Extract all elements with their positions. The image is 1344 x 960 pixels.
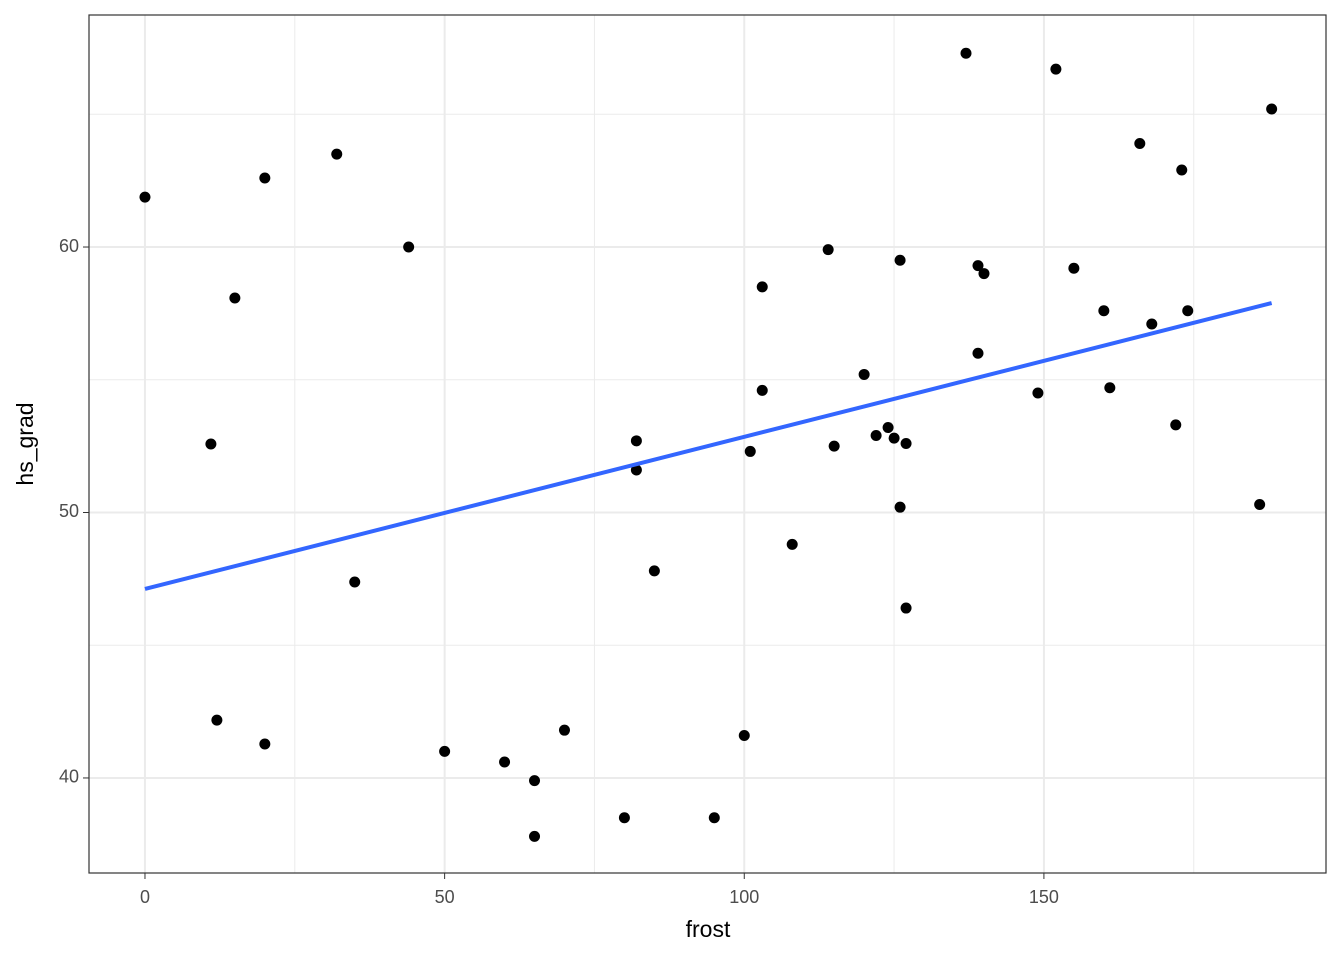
point [1050, 63, 1062, 75]
point [888, 432, 900, 444]
point [756, 384, 768, 396]
point [439, 745, 451, 757]
x-tick-label: 50 [435, 887, 455, 907]
point [630, 464, 642, 476]
y-tick-label: 40 [59, 767, 79, 787]
panel-border [88, 14, 1327, 874]
point [259, 738, 271, 750]
x-tick-label: 100 [729, 887, 759, 907]
point [1266, 103, 1278, 115]
point [900, 602, 912, 614]
y-tick-label: 50 [59, 501, 79, 521]
x-tick-label: 150 [1029, 887, 1059, 907]
point [1182, 305, 1194, 317]
point [529, 775, 541, 787]
x-axis-title: frost [686, 916, 731, 942]
point [786, 538, 798, 550]
point [1032, 387, 1044, 399]
point [900, 437, 912, 449]
point [1098, 305, 1110, 317]
point [822, 244, 834, 256]
point [960, 47, 972, 59]
point [828, 440, 840, 452]
point [894, 501, 906, 513]
point [1134, 137, 1146, 149]
point [738, 729, 750, 741]
point [1068, 262, 1080, 274]
point [630, 435, 642, 447]
point [618, 812, 630, 824]
fit-line [144, 301, 1273, 591]
point [259, 172, 271, 184]
point [211, 714, 223, 726]
point [882, 422, 894, 434]
point [756, 281, 768, 293]
point [229, 292, 241, 304]
point [1170, 419, 1182, 431]
y-axis-title: hs_grad [12, 402, 38, 485]
point [1104, 382, 1116, 394]
y-tick-label: 60 [59, 236, 79, 256]
point [139, 191, 151, 203]
point [349, 576, 361, 588]
point [1176, 164, 1188, 176]
point [403, 241, 415, 253]
point [1254, 499, 1266, 511]
point [648, 565, 660, 577]
point [1146, 318, 1158, 330]
point [499, 756, 511, 768]
point [331, 148, 343, 160]
point [972, 260, 984, 272]
point [858, 368, 870, 380]
point [529, 830, 541, 842]
point [744, 445, 756, 457]
point [205, 438, 217, 450]
point [708, 812, 720, 824]
point [978, 268, 990, 280]
point [558, 724, 570, 736]
point [972, 347, 984, 359]
point [870, 430, 882, 442]
x-tick-label: 0 [140, 887, 150, 907]
point [894, 254, 906, 266]
